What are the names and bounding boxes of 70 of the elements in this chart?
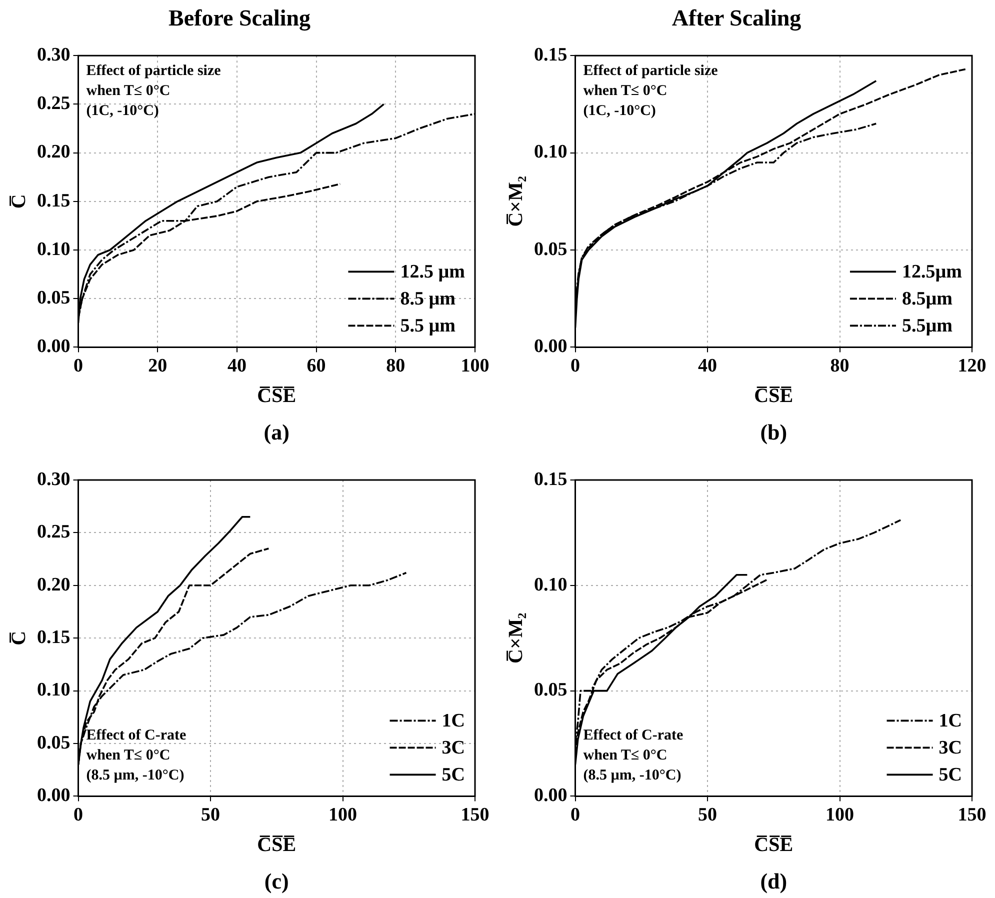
x-tick-label: 40 <box>698 356 717 377</box>
y-tick-label: 0.10 <box>37 238 70 260</box>
y-tick-label: 0.25 <box>37 93 70 114</box>
legend-label: 8.5µm <box>902 288 953 310</box>
y-tick-label: 0.05 <box>37 732 70 754</box>
annotation: Effect of particle size when T≤ 0°C (1C, -10°C) <box>86 62 222 119</box>
legend-label: 12.5 µm <box>400 262 466 283</box>
legend-label: 5C <box>938 764 962 786</box>
y-tick-label: 0.30 <box>37 468 70 490</box>
y-axis-title: C̅×M₂ <box>505 612 528 664</box>
x-tick-label: 0 <box>74 804 83 826</box>
legend-label: 3C <box>938 738 962 759</box>
x-tick-label: 50 <box>201 804 220 826</box>
legend-label: 12.5µm <box>902 262 962 283</box>
x-axis-title: C̅S̅E̅ <box>754 834 794 856</box>
y-tick-label: 0.00 <box>37 336 70 358</box>
x-tick-label: 150 <box>958 804 986 826</box>
y-tick-label: 0.15 <box>37 627 70 648</box>
y-axis-title: C̅ <box>8 630 30 646</box>
x-tick-label: 50 <box>698 804 717 826</box>
y-tick-label: 0.15 <box>534 468 568 490</box>
y-tick-label: 0.15 <box>37 190 70 212</box>
y-tick-label: 0.30 <box>37 44 70 66</box>
text: (b) <box>760 420 788 445</box>
x-tick-label: 100 <box>460 356 490 377</box>
legend-label: 5C <box>442 764 466 786</box>
x-tick-label: 150 <box>460 804 490 826</box>
x-tick-label: 20 <box>148 356 168 377</box>
y-tick-label: 0.00 <box>534 336 568 358</box>
annotation: Effect of particle size when T≤ 0°C (1C, -10°C) <box>583 62 718 119</box>
legend-label: 5.5µm <box>902 316 953 337</box>
y-axis-title: C̅×M₂ <box>505 176 528 227</box>
annotation: Effect of C-rate when T≤ 0°C (8.5 µm, -10°C) <box>583 728 684 784</box>
y-tick-label: 0.15 <box>534 44 568 66</box>
legend-label: 3C <box>442 738 466 759</box>
y-tick-label: 0.25 <box>37 522 70 543</box>
x-tick-label: 100 <box>328 804 357 826</box>
legend-label: 5.5 µm <box>400 316 456 337</box>
chart-title: Before Scaling <box>168 6 312 32</box>
x-tick-label: 40 <box>227 356 246 377</box>
x-axis-title: C̅S̅E̅ <box>257 834 296 856</box>
x-tick-label: 80 <box>386 356 406 377</box>
x-axis-title: C̅S̅E̅ <box>754 385 794 408</box>
text: (d) <box>760 868 788 894</box>
x-axis-title: C̅S̅E̅ <box>257 385 296 408</box>
y-tick-label: 0.05 <box>37 288 70 309</box>
x-tick-label: 80 <box>830 356 850 377</box>
chart-title: After Scaling <box>672 6 802 32</box>
y-tick-label: 0.20 <box>37 142 70 163</box>
x-tick-label: 0 <box>570 804 580 826</box>
y-tick-label: 0.05 <box>534 238 568 260</box>
y-tick-label: 0.00 <box>534 785 568 806</box>
y-tick-label: 0.10 <box>37 680 70 701</box>
x-tick-label: 60 <box>306 356 326 377</box>
x-tick-label: 120 <box>958 356 986 377</box>
legend-label: 8.5 µm <box>400 288 456 310</box>
legend-label: 1C <box>938 710 962 732</box>
x-tick-label: 0 <box>570 356 580 377</box>
y-tick-label: 0.05 <box>534 680 568 701</box>
legend-label: 1C <box>442 710 466 732</box>
text: (a) <box>264 420 290 445</box>
y-axis-title: C̅ <box>8 194 30 209</box>
y-tick-label: 0.00 <box>37 785 70 806</box>
annotation: Effect of C-rate when T≤ 0°C (8.5 µm, -10°C) <box>86 728 187 784</box>
y-tick-label: 0.20 <box>37 574 70 596</box>
y-tick-label: 0.10 <box>534 142 568 163</box>
y-tick-label: 0.10 <box>534 574 568 596</box>
text: (c) <box>264 868 289 894</box>
x-tick-label: 100 <box>826 804 854 826</box>
x-tick-label: 0 <box>74 356 83 377</box>
